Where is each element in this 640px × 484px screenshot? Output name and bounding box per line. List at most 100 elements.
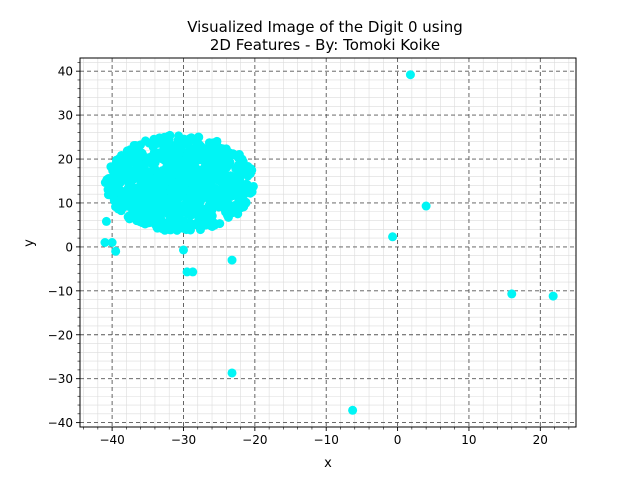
- cluster-point: [145, 169, 155, 179]
- cluster-point: [141, 158, 151, 168]
- cluster-point: [222, 145, 232, 155]
- scatter-point: [100, 238, 110, 247]
- cluster-point: [134, 194, 144, 204]
- cluster-point: [108, 163, 118, 173]
- cluster-point: [153, 138, 163, 148]
- cluster-point: [123, 212, 133, 222]
- x-tick-label: −40: [99, 433, 124, 447]
- scatter-point: [107, 238, 117, 247]
- y-tick-label: 10: [58, 196, 73, 210]
- cluster-point: [215, 175, 225, 185]
- scatter-point: [101, 216, 111, 226]
- cluster-point: [132, 216, 142, 226]
- scatter-point: [188, 267, 198, 277]
- cluster-point: [145, 217, 155, 227]
- cluster-point: [185, 163, 195, 173]
- cluster-point: [134, 145, 144, 155]
- cluster-point: [152, 191, 162, 201]
- cluster-point: [113, 204, 123, 214]
- cluster-point: [192, 203, 202, 213]
- chart-title-line1: Visualized Image of the Digit 0 using: [187, 18, 463, 36]
- cluster-point: [201, 213, 211, 223]
- cluster-point: [156, 217, 166, 227]
- cluster-point: [194, 165, 204, 175]
- cluster-point: [212, 167, 222, 177]
- cluster-point: [228, 149, 238, 159]
- cluster-point: [159, 166, 169, 176]
- cluster-point: [179, 216, 189, 226]
- cluster-point: [198, 182, 208, 192]
- x-tick-label: −10: [314, 433, 339, 447]
- y-tick-label: −10: [48, 284, 73, 298]
- cluster-point: [210, 220, 220, 230]
- cluster-point: [177, 177, 187, 187]
- y-axis-ticks: −40 −30 −20 −10 0 10 20 30 40: [48, 62, 80, 430]
- y-axis-label: y: [22, 239, 37, 247]
- y-tick-label: −30: [48, 372, 73, 386]
- y-tick-label: −40: [48, 416, 73, 430]
- cluster-point: [112, 175, 122, 185]
- cluster-point: [225, 189, 235, 199]
- x-axis-ticks: −40 −30 −20 −10 0 10 20: [83, 427, 570, 447]
- cluster-point: [235, 163, 245, 173]
- cluster-point: [227, 208, 237, 218]
- cluster-point: [135, 174, 145, 184]
- scatter-points: [100, 70, 558, 415]
- cluster-point: [164, 203, 174, 213]
- cluster-point: [192, 175, 202, 185]
- cluster-point: [164, 225, 174, 235]
- cluster-point: [206, 160, 216, 170]
- cluster-point: [178, 207, 188, 217]
- cluster-point: [202, 170, 212, 180]
- cluster-point: [201, 153, 211, 163]
- cluster-point: [212, 136, 222, 146]
- cluster-point: [146, 152, 156, 162]
- cluster-point: [186, 135, 196, 145]
- y-tick-label: 20: [58, 153, 73, 167]
- cluster-point: [233, 201, 243, 211]
- x-axis-label: x: [324, 456, 332, 471]
- scatter-point: [388, 232, 398, 242]
- scatter-point: [178, 245, 188, 255]
- cluster-point: [139, 210, 149, 220]
- cluster-point: [216, 197, 226, 207]
- scatter-point: [227, 368, 237, 378]
- scatter-point: [227, 255, 237, 265]
- cluster-point: [194, 220, 204, 230]
- cluster-point: [165, 171, 175, 181]
- x-tick-label: 20: [533, 433, 548, 447]
- y-tick-label: 0: [65, 240, 73, 254]
- chart-title-line2: 2D Features - By: Tomoki Koike: [210, 36, 440, 54]
- cluster-point: [163, 159, 173, 169]
- cluster-point: [122, 146, 132, 156]
- cluster-point: [246, 164, 256, 174]
- cluster-point: [212, 189, 222, 199]
- cluster-point: [187, 184, 197, 194]
- cluster-point: [206, 178, 216, 188]
- cluster-point: [240, 184, 250, 194]
- cluster-point: [104, 175, 114, 185]
- cluster-point: [241, 198, 251, 208]
- cluster-point: [202, 191, 212, 201]
- x-tick-label: 10: [461, 433, 476, 447]
- cluster-point: [141, 190, 151, 200]
- major-grid: [80, 58, 576, 427]
- cluster-point: [140, 202, 150, 212]
- scatter-point: [548, 291, 558, 301]
- cluster-point: [123, 190, 133, 200]
- cluster-point: [134, 166, 144, 176]
- cluster-point: [121, 200, 131, 210]
- scatter-point: [348, 405, 358, 415]
- cluster-point: [170, 161, 180, 171]
- cluster-point: [183, 196, 193, 206]
- cluster-point: [193, 133, 203, 143]
- y-tick-label: −20: [48, 328, 73, 342]
- minor-grid: [80, 58, 576, 427]
- scatter-point: [111, 246, 121, 256]
- y-tick-label: 30: [58, 109, 73, 123]
- scatter-point: [507, 289, 517, 299]
- cluster-point: [161, 138, 171, 148]
- cluster-point: [117, 158, 127, 168]
- chart-title: Visualized Image of the Digit 0 using 2D…: [187, 18, 463, 54]
- scatter-point: [405, 70, 415, 80]
